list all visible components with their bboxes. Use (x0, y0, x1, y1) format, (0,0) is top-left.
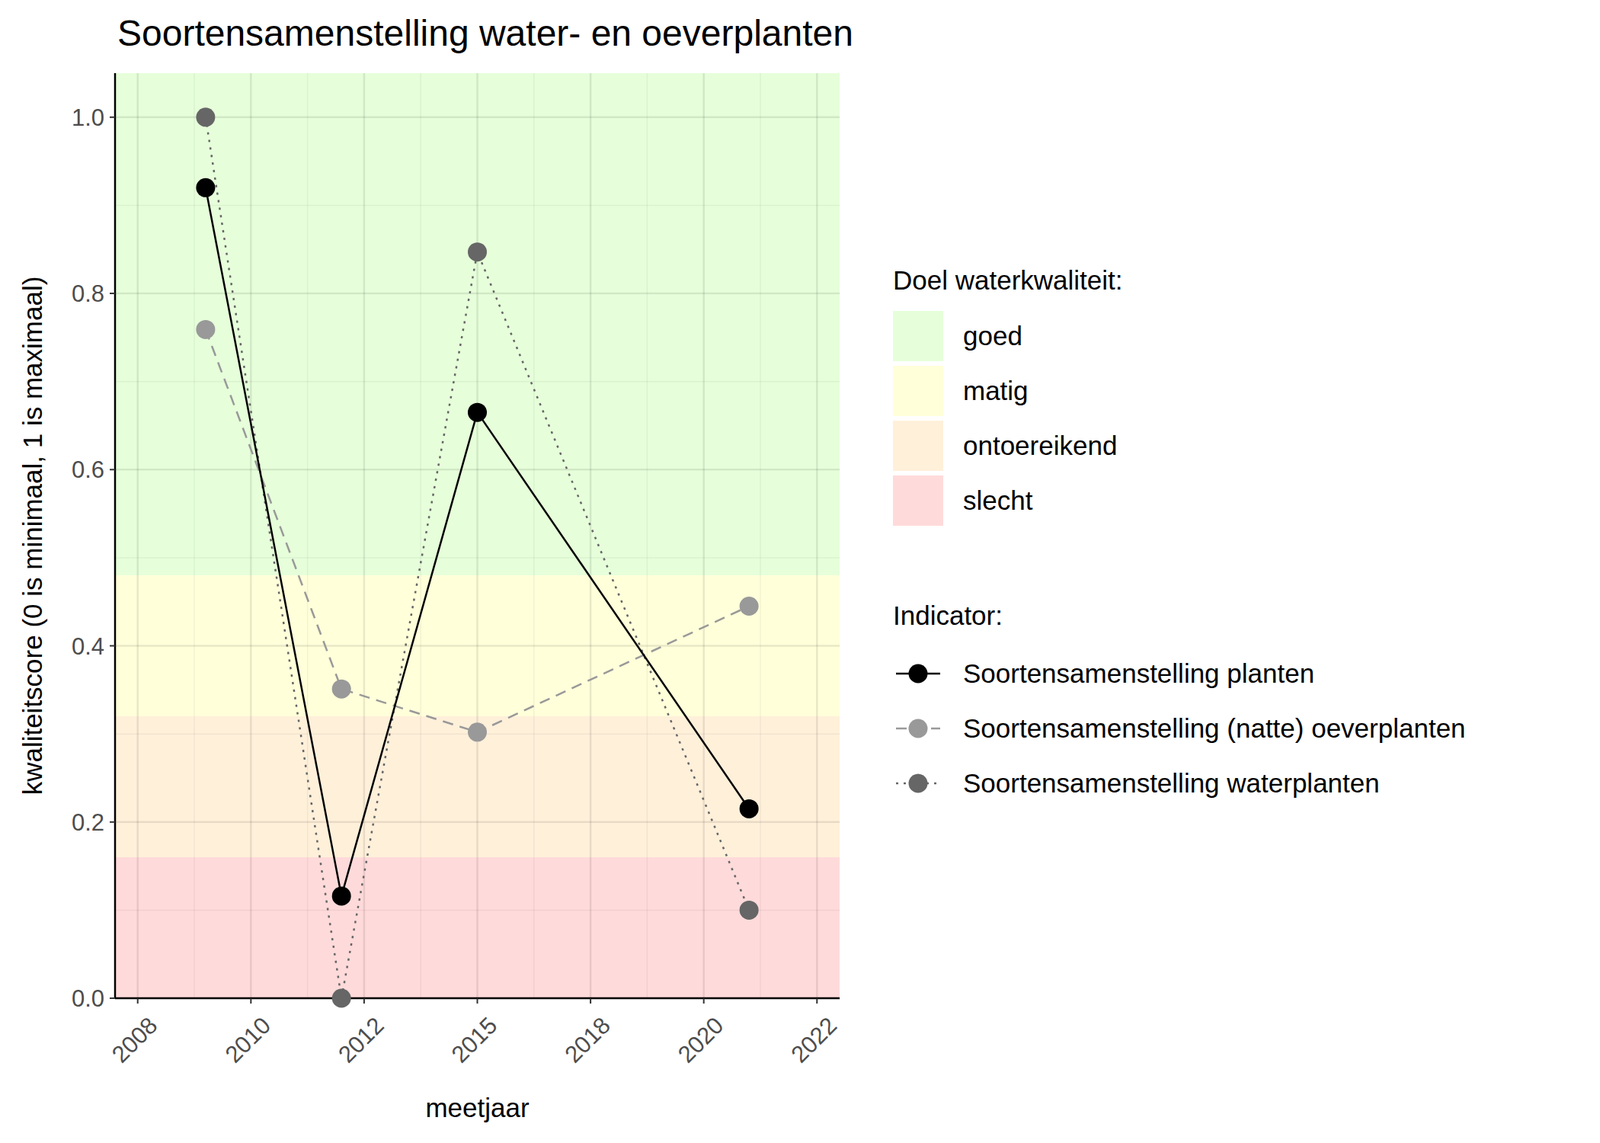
series-line (205, 329, 749, 732)
x-tick (249, 998, 252, 1004)
y-axis (114, 73, 117, 999)
series-line (205, 187, 749, 896)
x-tick (363, 998, 365, 1004)
legend: Doel waterkwaliteit: goed matig ontoereiken… (892, 265, 1466, 798)
point (332, 679, 352, 699)
title: Soortensamenstelling water- en oeverplan… (117, 12, 854, 54)
legend-swatch (892, 365, 944, 416)
y-tick (109, 292, 116, 295)
legend-marker (908, 774, 928, 794)
minor-grid-line (759, 73, 762, 999)
minor-grid-line (193, 73, 196, 999)
legend-swatch (892, 310, 944, 362)
point (467, 722, 487, 742)
legend-title: Doel waterkwaliteit: (892, 265, 1124, 295)
x-tick-label: 2020 (672, 1011, 730, 1069)
y-tick-label: 0.2 (71, 809, 105, 836)
legend-marker (908, 664, 928, 684)
y-tick-label: 0.6 (71, 456, 105, 484)
x-tick-label: 2015 (446, 1011, 503, 1069)
point (467, 242, 487, 262)
grid-line (476, 73, 479, 999)
x-tick-label: 2008 (106, 1011, 164, 1069)
x-tick (589, 998, 592, 1004)
legend-label: matig (963, 375, 1029, 406)
y-tick-label: 0.8 (71, 280, 105, 308)
point (467, 403, 487, 423)
x-tick (476, 998, 479, 1004)
x-tick (703, 998, 705, 1004)
x-tick-label: 2010 (220, 1011, 277, 1069)
x-tick-label: 2018 (559, 1011, 616, 1069)
legend-marker (908, 719, 928, 739)
legend-label: Soortensamenstelling waterplanten (963, 768, 1380, 798)
legend-label: goed (963, 320, 1023, 351)
grid-line (589, 73, 592, 999)
legend-swatch (892, 475, 944, 526)
point (739, 799, 759, 819)
minor-grid-line (533, 73, 535, 999)
point (332, 886, 352, 906)
grid-line (249, 73, 253, 999)
point (195, 320, 215, 340)
point (332, 988, 352, 1008)
grid (115, 73, 840, 999)
y-tick-label: 1.0 (71, 104, 105, 132)
legend-title: Indicator: (892, 600, 1003, 631)
minor-grid-line (646, 73, 649, 999)
x-tick (137, 998, 139, 1004)
y-tick (109, 468, 116, 471)
legend-swatch (892, 420, 944, 471)
chart: Soortensamenstelling water- en oeverplan… (0, 0, 1600, 1143)
y-tick-label: 0.0 (71, 985, 105, 1012)
lines (205, 117, 749, 999)
y-axis-label: kwaliteitscore (0 is minimaal, 1 is maxi… (17, 276, 48, 796)
grid-line (363, 73, 366, 999)
minor-grid-line (307, 73, 309, 999)
minor-grid-line (419, 73, 422, 999)
series-line (205, 117, 749, 999)
x-tick-label: 2022 (786, 1011, 843, 1069)
y-tick (109, 997, 116, 999)
legend-label: Soortensamenstelling planten (963, 658, 1315, 688)
point (739, 596, 759, 616)
y-tick-label: 0.4 (71, 633, 105, 660)
legend-label: Soortensamenstelling (natte) oeverplante… (963, 713, 1466, 743)
grid-line (702, 73, 705, 999)
point (195, 107, 215, 127)
points (195, 107, 759, 1008)
grid-line (136, 73, 139, 999)
x-tick (816, 998, 818, 1004)
point (195, 178, 215, 198)
x-tick-label: 2012 (332, 1011, 390, 1069)
grid-line (816, 73, 819, 999)
y-tick (109, 645, 116, 647)
legend-label: slecht (963, 485, 1034, 516)
y-tick (109, 116, 116, 119)
legend-label: ontoereikend (963, 430, 1117, 461)
y-tick (109, 821, 116, 823)
x-axis-label: meetjaar (425, 1092, 530, 1123)
bands (115, 73, 840, 999)
point (739, 900, 759, 920)
